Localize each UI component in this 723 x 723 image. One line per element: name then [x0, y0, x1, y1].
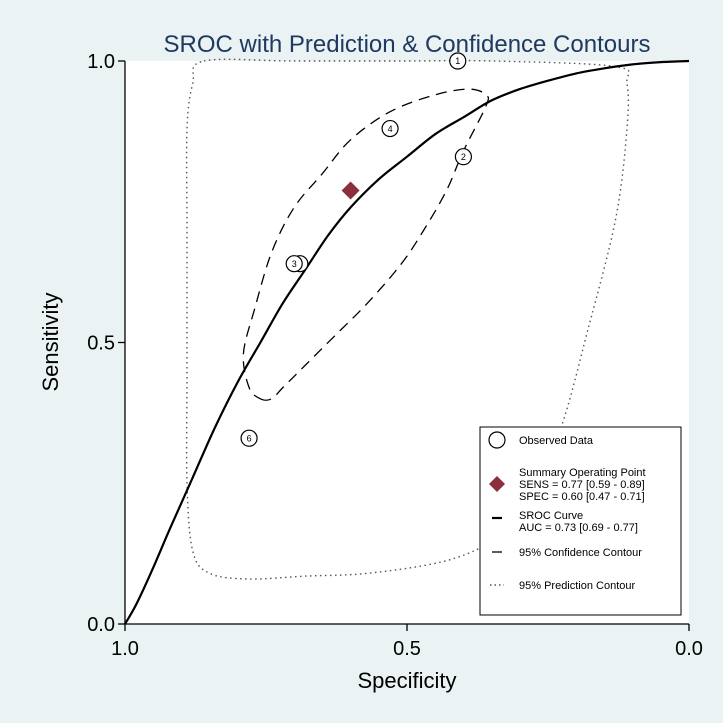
legend-text: Observed Data	[519, 435, 594, 447]
observed-points-group: 124536	[240, 52, 472, 447]
observed-point-label: 2	[461, 152, 466, 162]
x-tick-label: 0.0	[675, 638, 703, 660]
summary-operating-point	[341, 181, 360, 200]
sroc-curve-group	[124, 59, 690, 625]
legend-box	[479, 426, 682, 616]
legend-text: SROC Curve	[519, 510, 583, 522]
y-tick-label: 1.0	[87, 51, 115, 73]
y-tick-label: 0.0	[87, 614, 115, 636]
observed-point-marker	[381, 119, 399, 138]
y-axis-title: Sensitivity	[38, 292, 63, 391]
observed-point-2: 2	[454, 148, 472, 166]
y-tick-label: 0.5	[87, 333, 115, 355]
legend-text: AUC = 0.73 [0.69 - 0.77]	[519, 522, 638, 534]
observed-point-6: 6	[240, 429, 258, 447]
legend-text: 95% Prediction Contour	[519, 580, 636, 592]
observed-point-marker	[454, 148, 472, 166]
observed-point-label: 6	[247, 433, 252, 443]
legend-entry-dotted: 95% Prediction Contour	[490, 580, 636, 592]
observed-point-label: 3	[292, 259, 297, 269]
observed-point-marker	[449, 52, 467, 70]
legend-entry-dashed: 95% Confidence Contour	[492, 547, 642, 559]
legend: Observed Data Summary Operating PointSENS…	[479, 426, 682, 616]
observed-point-marker	[285, 255, 303, 273]
legend-text: 95% Confidence Contour	[519, 547, 642, 559]
observed-point-marker	[240, 429, 258, 447]
x-tick-label: 1.0	[111, 638, 139, 660]
x-axis-title: Specificity	[357, 668, 456, 693]
legend-text: SPEC = 0.60 [0.47 - 0.71]	[519, 491, 645, 503]
observed-point-4: 4	[381, 119, 399, 138]
observed-point-1: 1	[449, 52, 467, 70]
ticks-group: 1.0 0.5 0.0 0.0 0.5 1.0	[87, 51, 703, 660]
observed-point-label: 1	[455, 56, 460, 66]
observed-point-label: 4	[388, 124, 393, 134]
legend-text: SENS = 0.77 [0.59 - 0.89]	[519, 479, 645, 491]
x-tick-label: 0.5	[393, 638, 421, 660]
legend-symbol-circle	[488, 431, 506, 449]
sroc-curve	[124, 59, 690, 625]
legend-text: Summary Operating Point	[519, 467, 646, 479]
legend-symbol-diamond	[489, 476, 505, 492]
chart-title: SROC with Prediction & Confidence Contou…	[164, 31, 651, 58]
legend-entry-circle: Observed Data	[488, 431, 594, 449]
summary-point-group	[341, 181, 360, 200]
observed-point-3: 3	[285, 255, 303, 273]
